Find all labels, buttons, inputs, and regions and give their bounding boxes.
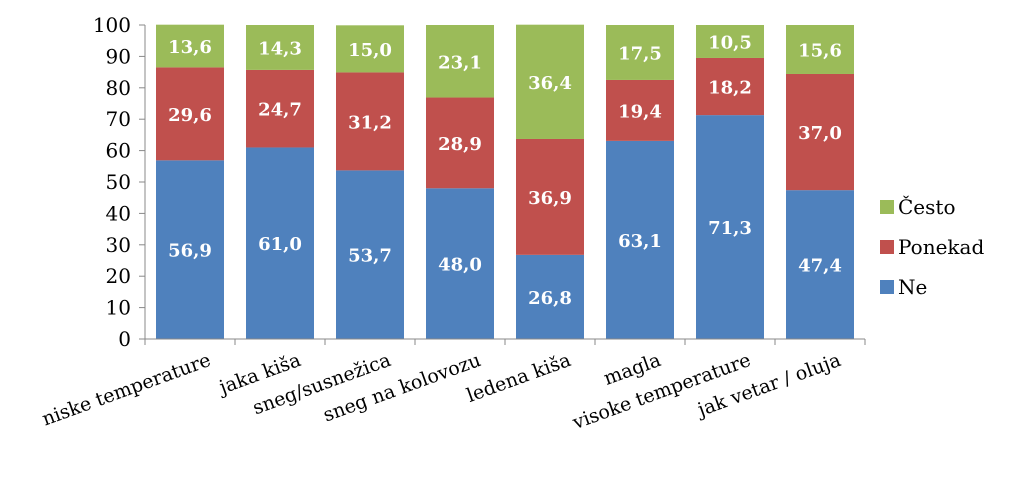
- bar-segment: [246, 69, 314, 148]
- data-label: 56,9: [168, 241, 212, 262]
- bar-segment: [606, 25, 674, 80]
- bars: [156, 24, 854, 339]
- y-tick-label: 0: [118, 327, 131, 351]
- y-tick-label: 100: [93, 13, 131, 37]
- data-label: 19,4: [618, 101, 662, 122]
- data-label: 14,3: [258, 38, 302, 59]
- x-category-label: ledena kiša: [464, 349, 574, 407]
- x-axis: niske temperature jaka kišasneg/susnežica…: [39, 338, 866, 434]
- y-tick-label: 70: [106, 107, 131, 131]
- data-label: 24,7: [258, 100, 302, 121]
- data-label: 26,8: [528, 288, 572, 309]
- legend: Često Ponekad Ne: [880, 194, 984, 299]
- bar-segment: [606, 140, 674, 339]
- data-label: 23,1: [438, 52, 482, 73]
- bar-segment: [246, 147, 314, 339]
- data-label: 29,6: [168, 105, 212, 126]
- y-axis: 0 10 20 30 40 50 60 70 80 90 100: [93, 13, 146, 351]
- data-label: 47,4: [798, 256, 842, 277]
- y-tick-label: 20: [106, 264, 131, 288]
- data-label: 48,0: [438, 255, 482, 276]
- bar-segment: [336, 170, 404, 339]
- data-label: 61,0: [258, 234, 302, 255]
- y-tick-label: 60: [106, 139, 131, 163]
- y-tick-label: 40: [106, 201, 131, 225]
- data-label: 13,6: [168, 37, 212, 58]
- data-label: 18,2: [708, 78, 752, 99]
- bar-segment: [516, 138, 584, 255]
- bar-segment: [516, 24, 584, 139]
- legend-swatch: [880, 200, 894, 214]
- data-label: 71,3: [708, 218, 752, 239]
- legend-label: Ponekad: [898, 235, 984, 259]
- bar-segment: [516, 254, 584, 339]
- bar-segment: [156, 67, 224, 161]
- data-label: 15,0: [348, 40, 392, 61]
- x-category-label: niske temperature: [39, 349, 214, 430]
- bar-segment: [246, 25, 314, 70]
- data-label: 17,5: [618, 43, 662, 64]
- data-label: 15,6: [798, 40, 842, 61]
- bar-segment: [156, 160, 224, 339]
- data-label: 63,1: [618, 231, 662, 252]
- y-tick-label: 30: [106, 233, 131, 257]
- bar-segment: [696, 57, 764, 116]
- bar-segment: [426, 25, 494, 98]
- bar-segment: [786, 73, 854, 191]
- bar-segment: [426, 97, 494, 189]
- bar-segment: [336, 72, 404, 171]
- legend-label: Često: [898, 194, 955, 219]
- data-labels: 56,9 29,6 13,6 61,0 24,7 14,3 53,7 31,2 15,0 48,0…: [168, 32, 842, 308]
- data-label: 37,0: [798, 123, 842, 144]
- y-tick-label: 90: [106, 44, 131, 68]
- legend-label: Ne: [898, 275, 927, 299]
- bar-segment: [696, 25, 764, 58]
- legend-swatch: [880, 240, 894, 254]
- x-category-label: sneg na kolovozu: [320, 349, 483, 426]
- data-label: 31,2: [348, 112, 392, 133]
- bar-segment: [696, 115, 764, 339]
- data-label: 10,5: [708, 32, 752, 53]
- y-tick-label: 50: [106, 170, 131, 194]
- bar-segment: [786, 190, 854, 339]
- data-label: 53,7: [348, 246, 392, 267]
- y-tick-label: 80: [106, 76, 131, 100]
- bar-segment: [786, 25, 854, 74]
- bar-segment: [426, 188, 494, 339]
- legend-swatch: [880, 280, 894, 294]
- y-tick-label: 10: [106, 296, 131, 320]
- data-label: 36,9: [528, 188, 572, 209]
- bar-segment: [336, 25, 404, 73]
- data-label: 36,4: [528, 73, 572, 94]
- bar-segment: [606, 79, 674, 141]
- data-label: 28,9: [438, 134, 482, 155]
- bar-segment: [156, 24, 224, 68]
